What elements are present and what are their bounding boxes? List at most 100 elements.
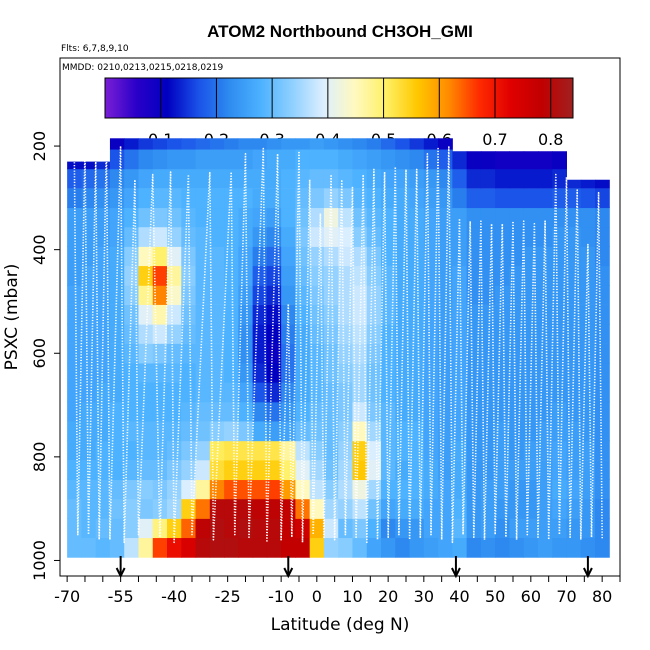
heatmap-cell	[81, 304, 97, 325]
heatmap-cell	[466, 460, 482, 481]
heatmap-cell	[209, 498, 225, 519]
heatmap-cell	[295, 149, 311, 170]
heatmap-cell	[323, 265, 339, 286]
heatmap-cell	[252, 149, 268, 170]
x-tick-label: -70	[54, 587, 80, 606]
heatmap-cell	[67, 479, 82, 500]
heatmap-cell	[138, 285, 154, 305]
heatmap-cell	[537, 168, 553, 189]
heatmap-cell	[395, 207, 411, 228]
heatmap-cell	[181, 149, 197, 170]
heatmap-cell	[438, 226, 453, 247]
heatmap-cell	[552, 285, 567, 305]
heatmap-cell	[409, 138, 425, 150]
flight-profile	[73, 142, 603, 544]
heatmap-cell	[580, 362, 596, 383]
heatmap-cell	[309, 537, 325, 558]
heatmap-cell	[352, 518, 368, 539]
heatmap-cell	[238, 246, 254, 267]
y-tick-label: 200	[30, 131, 49, 162]
heatmap-cell	[395, 188, 411, 209]
heatmap-cell	[209, 168, 225, 189]
heatmap-cell	[124, 498, 139, 519]
heatmap-cell	[580, 479, 596, 500]
heatmap-cell	[252, 479, 268, 500]
heatmap-cell	[209, 207, 225, 228]
heatmap-cell	[381, 362, 396, 383]
heatmap-cell	[238, 323, 254, 344]
heatmap-cell	[352, 323, 368, 344]
heatmap-cell	[537, 343, 553, 364]
heatmap-cell	[595, 362, 610, 383]
heatmap-cell	[595, 498, 610, 519]
heatmap-cell	[81, 362, 97, 383]
colorbar-gradient	[104, 77, 574, 119]
heatmap-cell	[338, 188, 353, 209]
heatmap-cell	[552, 479, 567, 500]
heatmap-cell	[537, 498, 553, 519]
heatmap-cell	[523, 323, 539, 344]
heatmap-cell	[95, 188, 111, 209]
heatmap-cell	[252, 518, 268, 539]
heatmap-cell	[238, 304, 254, 325]
heatmap-cell	[338, 265, 353, 286]
heatmap-cell	[167, 362, 182, 383]
heatmap-cell	[523, 401, 539, 422]
heatmap-cell	[309, 382, 325, 403]
heatmap-cell	[181, 362, 197, 383]
heatmap-cell	[124, 323, 139, 344]
heatmap-cell	[252, 188, 268, 209]
heatmap-cell	[152, 479, 168, 500]
heatmap-cell	[252, 421, 268, 442]
heatmap-cell	[224, 537, 239, 558]
heatmap-cell	[124, 343, 139, 364]
heatmap-cell	[566, 518, 582, 539]
heatmap-cell	[580, 304, 596, 325]
heatmap-cell	[109, 168, 125, 189]
heatmap-cell	[595, 537, 610, 558]
heatmap-cell	[138, 188, 154, 209]
heatmap-cell	[595, 401, 610, 422]
heatmap-cell	[495, 151, 510, 170]
heatmap-cell	[366, 343, 382, 364]
heatmap-cell	[252, 207, 268, 228]
x-tick-label: -40	[161, 587, 187, 606]
heatmap-cell	[338, 362, 353, 383]
heatmap-cell	[281, 149, 296, 170]
heatmap-cell	[323, 382, 339, 403]
heatmap-cell	[124, 382, 139, 403]
heatmap-cell	[95, 498, 111, 519]
heatmap-cell	[381, 421, 396, 442]
heatmap-cell	[395, 440, 411, 461]
heatmap-cell	[523, 537, 539, 558]
heatmap-cell	[152, 207, 168, 228]
heatmap-cell	[138, 138, 154, 150]
heatmap-cell	[409, 362, 425, 383]
heatmap-cell	[195, 207, 211, 228]
heatmap-cell	[95, 440, 111, 461]
heatmap-cell	[152, 149, 168, 170]
heatmap-cell	[495, 343, 510, 364]
heatmap-cell	[238, 343, 254, 364]
heatmap-cell	[537, 382, 553, 403]
heatmap-cell	[509, 226, 525, 247]
heatmap-cell	[495, 401, 510, 422]
heatmap-cell	[523, 440, 539, 461]
heatmap-cell	[67, 246, 82, 267]
heatmap-cell	[252, 401, 268, 422]
heatmap-cell	[438, 362, 453, 383]
heatmap-cell	[281, 246, 296, 267]
heatmap-cell	[395, 518, 411, 539]
heatmap-cell	[466, 362, 482, 383]
heatmap-cell	[580, 179, 596, 189]
heatmap-cell	[195, 460, 211, 481]
heatmap-cell	[266, 168, 282, 189]
heatmap-cell	[181, 537, 197, 558]
heatmap-cell	[438, 518, 453, 539]
heatmap-cell	[281, 168, 296, 189]
heatmap-cell	[495, 188, 510, 209]
heatmap-cell	[67, 188, 82, 209]
heatmap-cell	[167, 149, 182, 170]
heatmap-cell	[67, 537, 82, 558]
heatmap-cell	[495, 537, 510, 558]
